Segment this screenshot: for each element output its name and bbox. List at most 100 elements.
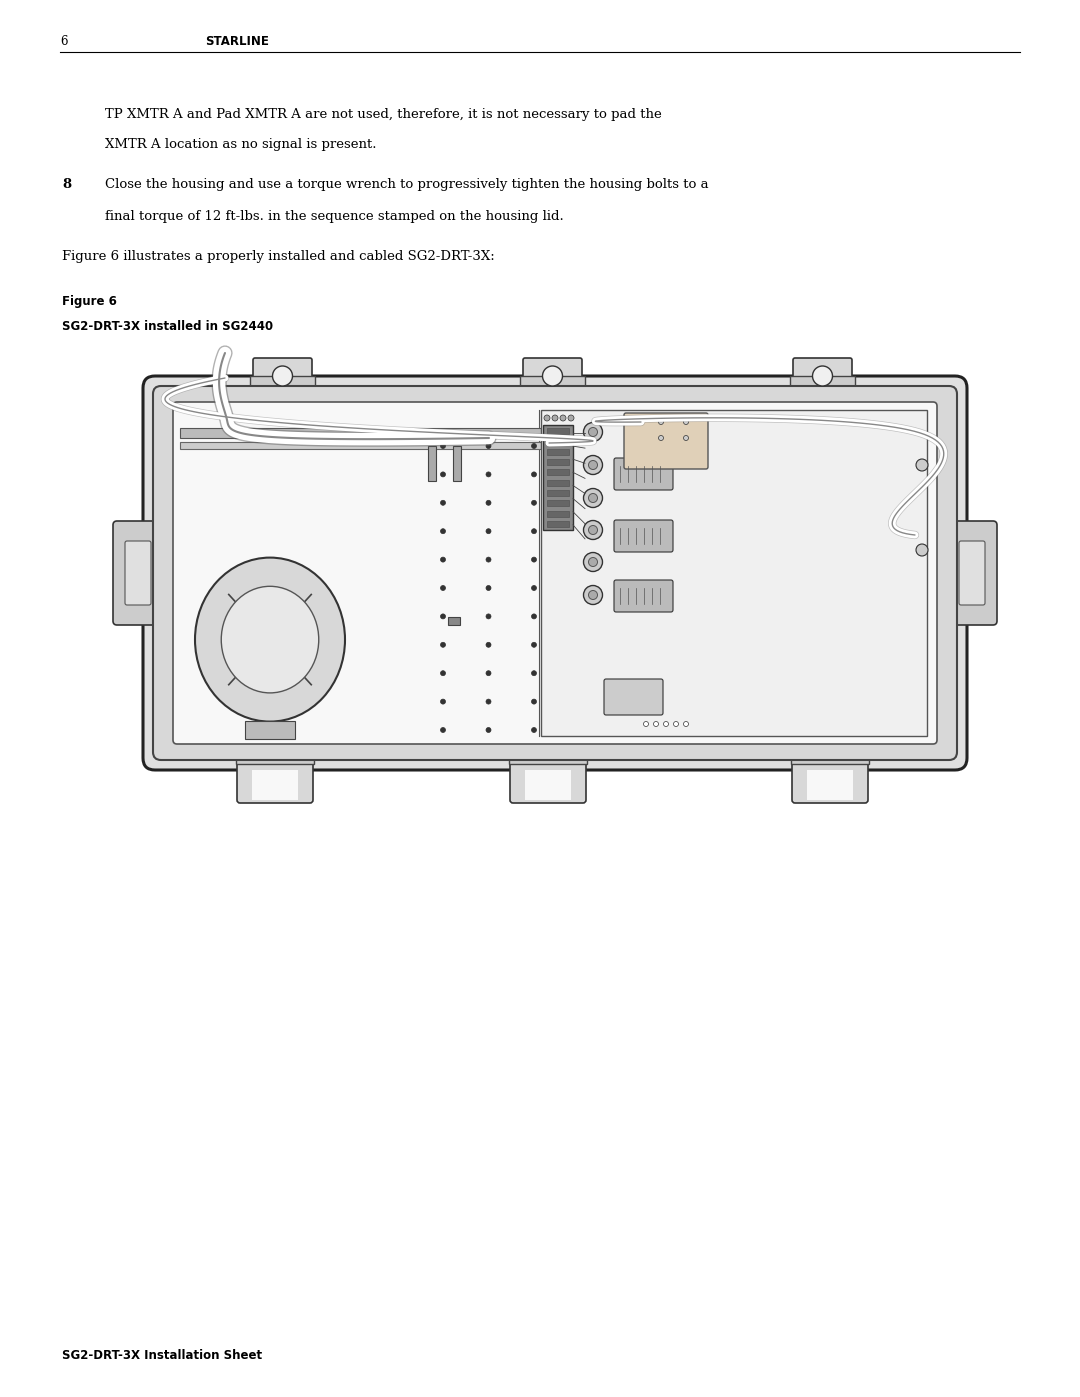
Circle shape [441, 671, 446, 676]
Circle shape [531, 613, 537, 619]
Circle shape [441, 557, 446, 562]
FancyBboxPatch shape [523, 358, 582, 394]
Bar [237, 756, 314, 764]
Circle shape [663, 721, 669, 726]
Circle shape [441, 443, 446, 448]
Circle shape [486, 500, 491, 506]
Circle shape [552, 415, 558, 420]
Circle shape [568, 415, 573, 420]
Text: 8: 8 [62, 177, 71, 191]
Circle shape [583, 552, 603, 571]
Bar [791, 756, 869, 764]
Circle shape [583, 489, 603, 507]
Circle shape [531, 443, 537, 448]
Bar [546, 469, 569, 475]
Circle shape [684, 721, 689, 726]
Circle shape [531, 585, 537, 591]
Circle shape [531, 698, 537, 704]
Circle shape [486, 528, 491, 534]
Circle shape [441, 472, 446, 476]
Circle shape [653, 721, 659, 726]
Circle shape [589, 461, 597, 469]
Bar [546, 500, 569, 506]
FancyBboxPatch shape [113, 521, 159, 624]
Bar [543, 425, 573, 529]
Circle shape [441, 500, 446, 506]
FancyBboxPatch shape [153, 386, 957, 760]
Circle shape [441, 613, 446, 619]
Circle shape [486, 613, 491, 619]
Circle shape [441, 728, 446, 732]
Circle shape [589, 591, 597, 599]
Circle shape [486, 728, 491, 732]
Ellipse shape [221, 587, 319, 693]
Bar [546, 460, 569, 465]
Circle shape [916, 460, 928, 471]
Circle shape [531, 557, 537, 562]
FancyBboxPatch shape [951, 521, 997, 624]
Bar [180, 427, 549, 439]
Circle shape [486, 643, 491, 647]
Bar [546, 490, 569, 496]
Bar [546, 511, 569, 517]
FancyBboxPatch shape [173, 402, 937, 745]
Bar [180, 441, 549, 448]
FancyBboxPatch shape [959, 541, 985, 605]
Circle shape [684, 436, 689, 440]
Circle shape [486, 443, 491, 448]
Circle shape [561, 415, 566, 420]
Bar [546, 427, 569, 434]
FancyBboxPatch shape [615, 520, 673, 552]
Bar [807, 770, 853, 800]
Circle shape [441, 528, 446, 534]
Circle shape [583, 585, 603, 605]
Circle shape [812, 366, 833, 386]
Bar [525, 770, 571, 800]
FancyBboxPatch shape [624, 414, 708, 469]
Circle shape [659, 436, 663, 440]
Circle shape [486, 671, 491, 676]
Bar [541, 409, 927, 736]
Text: SG2-DRT-3X Installation Sheet: SG2-DRT-3X Installation Sheet [62, 1350, 262, 1362]
Text: 6: 6 [60, 35, 67, 47]
Text: SG2-DRT-3X installed in SG2440: SG2-DRT-3X installed in SG2440 [62, 320, 273, 332]
Circle shape [531, 472, 537, 476]
Bar [245, 721, 295, 739]
Text: Figure 6 illustrates a properly installed and cabled SG2-DRT-3X:: Figure 6 illustrates a properly installe… [62, 250, 495, 263]
Bar [448, 617, 460, 626]
Circle shape [272, 366, 293, 386]
Bar [453, 446, 461, 481]
Circle shape [583, 422, 603, 441]
Circle shape [441, 585, 446, 591]
FancyBboxPatch shape [125, 541, 151, 605]
Circle shape [441, 698, 446, 704]
Circle shape [589, 525, 597, 535]
Circle shape [589, 427, 597, 436]
Bar [546, 479, 569, 486]
Circle shape [583, 521, 603, 539]
Bar [519, 376, 585, 388]
Bar [546, 448, 569, 454]
Circle shape [486, 557, 491, 562]
Text: final torque of 12 ft-lbs. in the sequence stamped on the housing lid.: final torque of 12 ft-lbs. in the sequen… [105, 210, 564, 224]
Bar [546, 439, 569, 444]
Circle shape [531, 728, 537, 732]
Text: STARLINE: STARLINE [205, 35, 269, 47]
FancyBboxPatch shape [143, 376, 967, 770]
Circle shape [486, 698, 491, 704]
Bar [428, 446, 436, 481]
Circle shape [542, 366, 563, 386]
FancyBboxPatch shape [615, 580, 673, 612]
Text: Figure 6: Figure 6 [62, 295, 117, 307]
FancyBboxPatch shape [237, 759, 313, 803]
Circle shape [544, 415, 550, 420]
Circle shape [531, 643, 537, 647]
FancyBboxPatch shape [510, 759, 586, 803]
Circle shape [441, 643, 446, 647]
Bar [252, 770, 298, 800]
Circle shape [916, 543, 928, 556]
Circle shape [531, 528, 537, 534]
Text: XMTR A location as no signal is present.: XMTR A location as no signal is present. [105, 138, 377, 151]
Text: TP XMTR A and Pad XMTR A are not used, therefore, it is not necessary to pad the: TP XMTR A and Pad XMTR A are not used, t… [105, 108, 662, 122]
FancyBboxPatch shape [792, 759, 868, 803]
